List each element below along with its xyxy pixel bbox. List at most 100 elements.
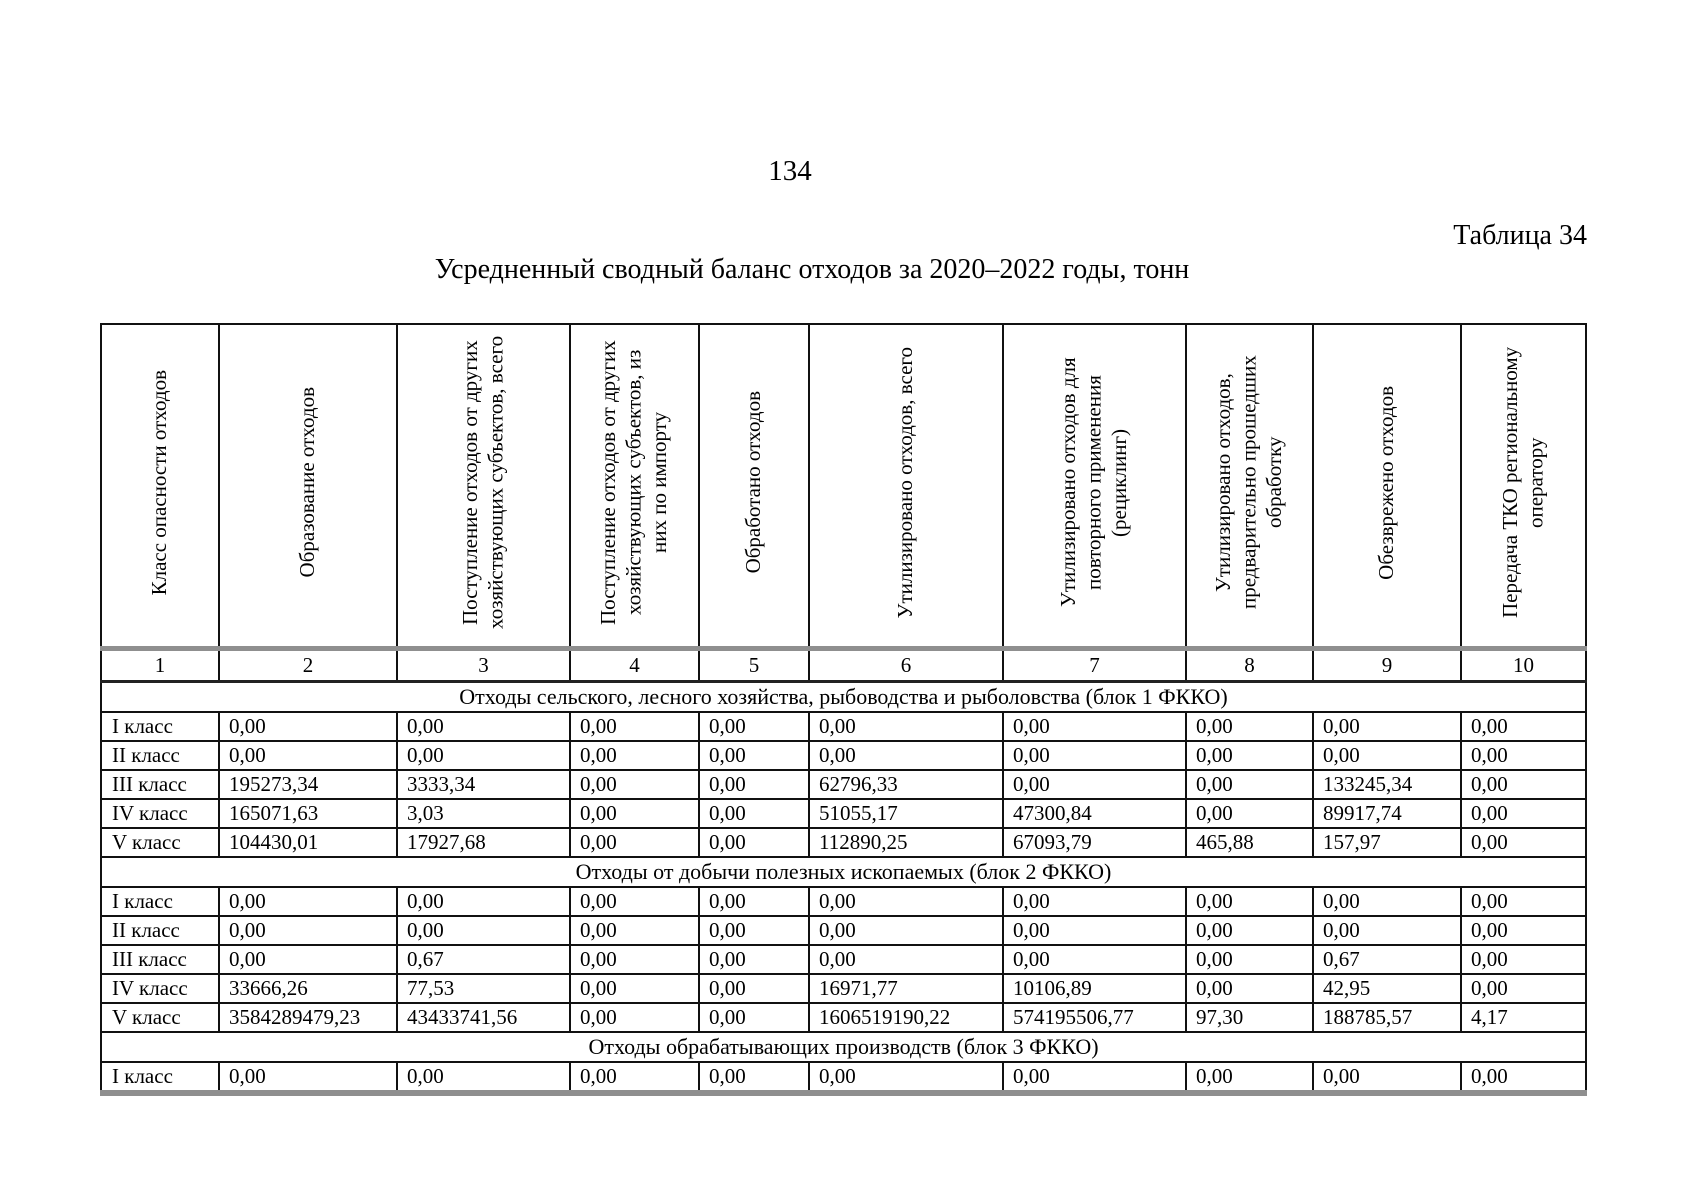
hazard-class-cell: II класс (100, 740, 220, 771)
value-cell: 0,00 (1185, 740, 1314, 771)
value-cell: 51055,17 (808, 798, 1004, 829)
waste-balance-table: Класс опасности отходов Образование отход… (100, 323, 1587, 1096)
value-cell: 0,00 (1460, 798, 1587, 829)
value-cell: 112890,25 (808, 827, 1004, 858)
column-number-row: 1 2 3 4 5 6 7 8 9 10 (100, 646, 1587, 683)
table-row: I класс 0,00 0,00 0,00 0,00 0,00 0,00 0,00 0,00 0… (100, 711, 1587, 742)
hazard-class-cell: I класс (100, 886, 220, 917)
value-cell: 104430,01 (218, 827, 398, 858)
value-cell: 0,00 (808, 944, 1004, 975)
section-title: Отходы от добычи полезных ископаемых (бл… (100, 856, 1587, 888)
value-cell: 0,00 (1312, 711, 1462, 742)
value-cell: 0,00 (1185, 944, 1314, 975)
value-cell: 0,00 (1460, 973, 1587, 1004)
column-number: 8 (1185, 646, 1314, 683)
column-header-text: Поступление отходов от других хозяйствую… (596, 340, 672, 625)
value-cell: 0,00 (569, 1061, 700, 1096)
value-cell: 0,00 (808, 740, 1004, 771)
value-cell: 195273,34 (218, 769, 398, 800)
value-cell: 165071,63 (218, 798, 398, 829)
column-header-text: Утилизировано отходов, всего (893, 346, 918, 619)
value-cell: 0,00 (698, 798, 810, 829)
section-header-row: Отходы от добычи полезных ископаемых (бл… (100, 856, 1587, 888)
value-cell: 157,97 (1312, 827, 1462, 858)
value-cell: 0,00 (569, 1002, 700, 1033)
hazard-class-cell: V класс (100, 1002, 220, 1033)
column-header-text: Обработано отходов (741, 391, 766, 574)
value-cell: 0,00 (698, 944, 810, 975)
value-cell: 0,00 (1460, 886, 1587, 917)
value-cell: 0,00 (1002, 1061, 1187, 1096)
value-cell: 0,00 (569, 711, 700, 742)
value-cell: 62796,33 (808, 769, 1004, 800)
table-row: V класс 3584289479,23 43433741,56 0,00 0,00 1… (100, 1002, 1587, 1033)
value-cell: 0,00 (569, 798, 700, 829)
hazard-class-cell: III класс (100, 944, 220, 975)
value-cell: 77,53 (396, 973, 571, 1004)
value-cell: 0,00 (1460, 740, 1587, 771)
column-header-text: Утилизировано отходов, предварительно пр… (1211, 355, 1287, 610)
value-cell: 0,00 (218, 886, 398, 917)
column-header-text: Класс опасности отходов (147, 369, 172, 596)
header-row: Класс опасности отходов Образование отход… (100, 323, 1587, 651)
column-header-cell: Обработано отходов (698, 323, 810, 651)
column-header-text: Поступление отходов от других хозяйствую… (457, 335, 508, 630)
value-cell: 0,00 (396, 886, 571, 917)
value-cell: 0,00 (218, 1061, 398, 1096)
value-cell: 0,00 (808, 1061, 1004, 1096)
value-cell: 42,95 (1312, 973, 1462, 1004)
table-body: Отходы сельского, лесного хозяйства, рыб… (100, 680, 1587, 1096)
column-header-cell: Утилизировано отходов для повторного при… (1002, 323, 1187, 651)
value-cell: 0,00 (218, 915, 398, 946)
value-cell: 17927,68 (396, 827, 571, 858)
column-number: 2 (218, 646, 398, 683)
value-cell: 33666,26 (218, 973, 398, 1004)
table-row: II класс 0,00 0,00 0,00 0,00 0,00 0,00 0,00 0,00… (100, 740, 1587, 771)
value-cell: 0,00 (218, 711, 398, 742)
hazard-class-cell: I класс (100, 711, 220, 742)
value-cell: 0,67 (1312, 944, 1462, 975)
value-cell: 0,00 (1312, 915, 1462, 946)
value-cell: 0,00 (1460, 915, 1587, 946)
column-header-cell: Класс опасности отходов (100, 323, 220, 651)
value-cell: 43433741,56 (396, 1002, 571, 1033)
table-head: Класс опасности отходов Образование отход… (100, 323, 1587, 683)
value-cell: 574195506,77 (1002, 1002, 1187, 1033)
value-cell: 0,00 (1312, 740, 1462, 771)
value-cell: 3333,34 (396, 769, 571, 800)
value-cell: 0,00 (569, 944, 700, 975)
value-cell: 0,00 (396, 740, 571, 771)
value-cell: 0,00 (1460, 769, 1587, 800)
section-title: Отходы обрабатывающих производств (блок … (100, 1031, 1587, 1063)
column-header-cell: Поступление отходов от других хозяйствую… (569, 323, 700, 651)
value-cell: 89917,74 (1312, 798, 1462, 829)
table-title: Усредненный сводный баланс отходов за 20… (434, 254, 1190, 285)
column-header-cell: Образование отходов (218, 323, 398, 651)
value-cell: 0,00 (698, 973, 810, 1004)
table-row: IV класс 33666,26 77,53 0,00 0,00 16971,77 101… (100, 973, 1587, 1004)
value-cell: 0,00 (698, 886, 810, 917)
value-cell: 0,00 (218, 944, 398, 975)
section-header-row: Отходы сельского, лесного хозяйства, рыб… (100, 680, 1587, 713)
value-cell: 1606519190,22 (808, 1002, 1004, 1033)
table-row: IV класс 165071,63 3,03 0,00 0,00 51055,17 473… (100, 798, 1587, 829)
value-cell: 0,00 (1185, 886, 1314, 917)
value-cell: 188785,57 (1312, 1002, 1462, 1033)
table-row: II класс 0,00 0,00 0,00 0,00 0,00 0,00 0,00 0,00… (100, 915, 1587, 946)
value-cell: 0,67 (396, 944, 571, 975)
column-header-text: Образование отходов (295, 387, 320, 578)
value-cell: 47300,84 (1002, 798, 1187, 829)
column-number: 5 (698, 646, 810, 683)
value-cell: 67093,79 (1002, 827, 1187, 858)
value-cell: 0,00 (569, 886, 700, 917)
value-cell: 0,00 (1185, 915, 1314, 946)
value-cell: 0,00 (698, 711, 810, 742)
value-cell: 0,00 (569, 769, 700, 800)
value-cell: 0,00 (808, 886, 1004, 917)
value-cell: 0,00 (396, 915, 571, 946)
value-cell: 133245,34 (1312, 769, 1462, 800)
hazard-class-cell: II класс (100, 915, 220, 946)
value-cell: 0,00 (698, 1002, 810, 1033)
column-header-text: Утилизировано отходов для повторного при… (1056, 357, 1132, 608)
